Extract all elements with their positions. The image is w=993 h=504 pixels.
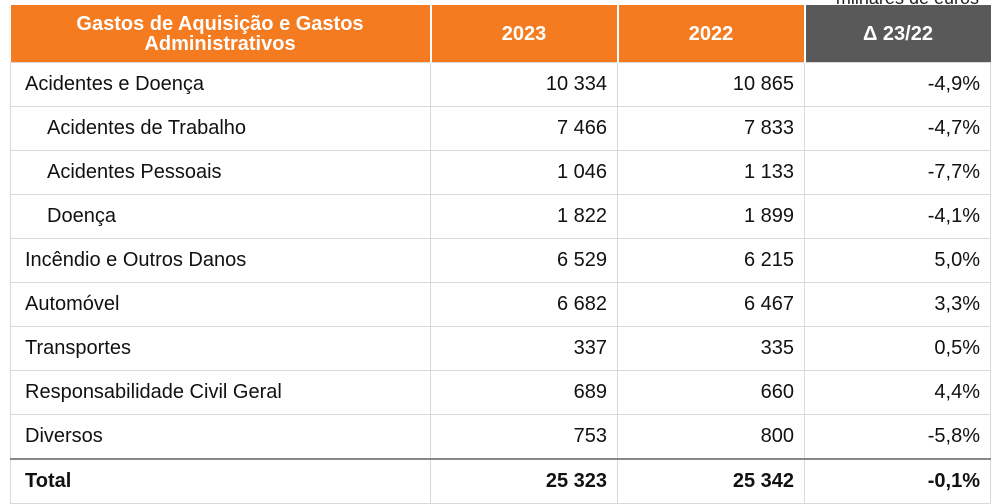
cell-value: 660 xyxy=(617,370,805,415)
row-label: Responsabilidade Civil Geral xyxy=(10,370,431,415)
table-row: Doença 1 822 1 899 -4,1% xyxy=(10,194,991,239)
cell-value: 1 133 xyxy=(617,150,805,195)
cell-value: 800 xyxy=(617,414,805,460)
cell-value: -4,7% xyxy=(804,106,991,151)
row-label: Incêndio e Outros Danos xyxy=(10,238,431,283)
table-row: Acidentes e Doença 10 334 10 865 -4,9% xyxy=(10,62,991,107)
row-label: Total xyxy=(10,458,431,504)
cell-value: 10 865 xyxy=(617,62,805,107)
row-label: Acidentes Pessoais xyxy=(10,150,431,195)
row-label: Diversos xyxy=(10,414,431,460)
header-cell: 2023 xyxy=(430,5,619,63)
cell-value: 10 334 xyxy=(430,62,618,107)
cell-value: 6 682 xyxy=(430,282,618,327)
header-cell: Δ 23/22 xyxy=(804,5,991,63)
table-row: Incêndio e Outros Danos 6 529 6 215 5,0% xyxy=(10,238,991,283)
table-row: Acidentes de Trabalho 7 466 7 833 -4,7% xyxy=(10,106,991,151)
cell-value: 753 xyxy=(430,414,618,460)
cell-value: 25 323 xyxy=(430,458,618,504)
cell-value: 335 xyxy=(617,326,805,371)
row-label: Doença xyxy=(10,194,431,239)
table-row: Automóvel 6 682 6 467 3,3% xyxy=(10,282,991,327)
cell-value: 337 xyxy=(430,326,618,371)
cell-value: -0,1% xyxy=(804,458,991,504)
cell-value: 6 215 xyxy=(617,238,805,283)
cell-value: 0,5% xyxy=(804,326,991,371)
cell-value: 1 046 xyxy=(430,150,618,195)
cell-value: 6 467 xyxy=(617,282,805,327)
unit-note: milhares de euros xyxy=(836,0,979,9)
cell-value: 1 899 xyxy=(617,194,805,239)
cell-value: 7 466 xyxy=(430,106,618,151)
cell-value: 7 833 xyxy=(617,106,805,151)
cell-value: -7,7% xyxy=(804,150,991,195)
row-label: Automóvel xyxy=(10,282,431,327)
cell-value: -4,9% xyxy=(804,62,991,107)
header-cell: 2022 xyxy=(617,5,806,63)
cell-value: 1 822 xyxy=(430,194,618,239)
cell-value: 5,0% xyxy=(804,238,991,283)
cell-value: 689 xyxy=(430,370,618,415)
row-label: Transportes xyxy=(10,326,431,371)
row-label: Acidentes de Trabalho xyxy=(10,106,431,151)
cell-value: 6 529 xyxy=(430,238,618,283)
table-row: Responsabilidade Civil Geral 689 660 4,4% xyxy=(10,370,991,415)
cell-value: 4,4% xyxy=(804,370,991,415)
table-row: Total 25 323 25 342 -0,1% xyxy=(10,458,991,504)
data-table: Gastos de Aquisição e Gastos Administrat… xyxy=(10,5,991,504)
row-label: Acidentes e Doença xyxy=(10,62,431,107)
table-row: Diversos 753 800 -5,8% xyxy=(10,414,991,460)
table-row: Transportes 337 335 0,5% xyxy=(10,326,991,371)
cell-value: -4,1% xyxy=(804,194,991,239)
cell-value: 25 342 xyxy=(617,458,805,504)
table-row: Acidentes Pessoais 1 046 1 133 -7,7% xyxy=(10,150,991,195)
header-cell: Gastos de Aquisição e Gastos Administrat… xyxy=(10,5,432,63)
cell-value: -5,8% xyxy=(804,414,991,460)
header-row: Gastos de Aquisição e Gastos Administrat… xyxy=(10,5,991,63)
cell-value: 3,3% xyxy=(804,282,991,327)
